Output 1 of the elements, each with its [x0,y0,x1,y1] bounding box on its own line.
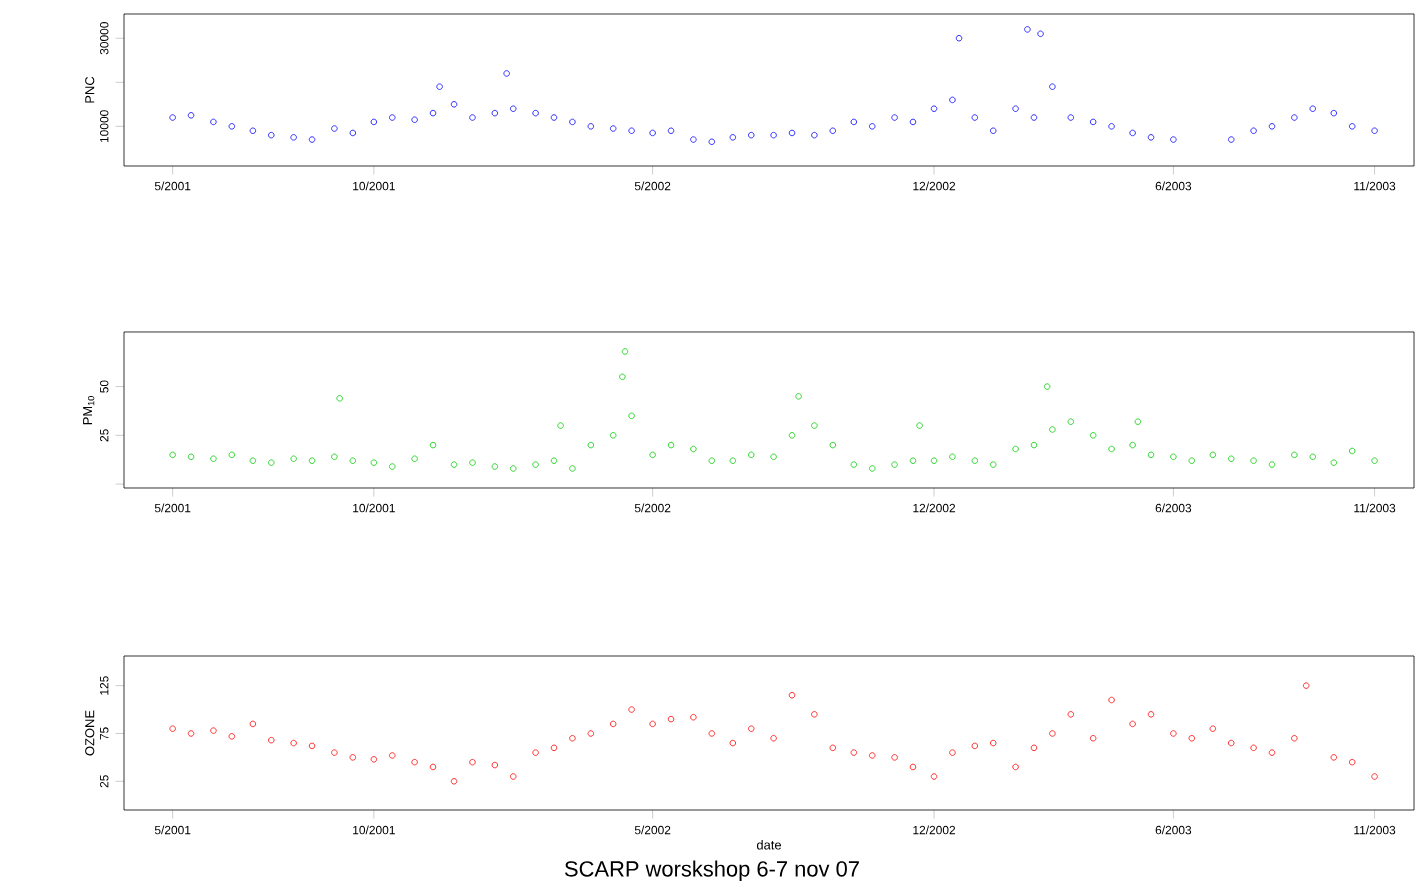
text: SCARP worskshop 6-7 nov 07 [564,860,859,881]
